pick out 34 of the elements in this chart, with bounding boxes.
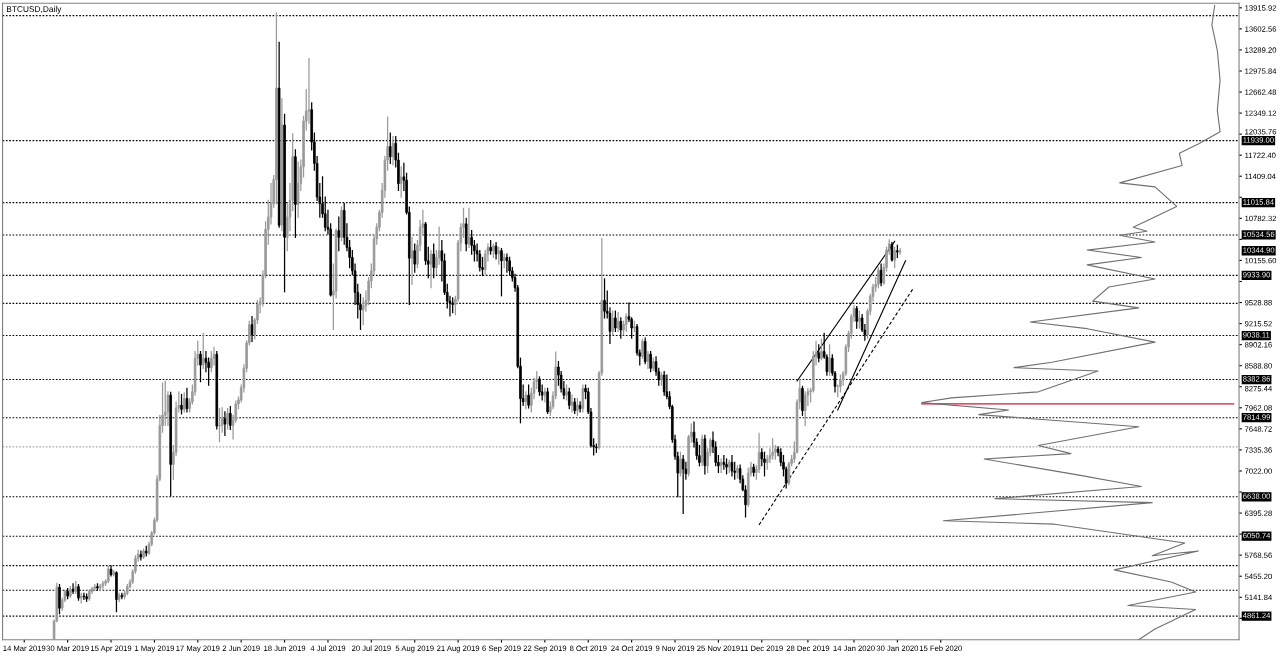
candlestick [275, 12, 278, 205]
candlestick [877, 266, 880, 289]
candlestick [565, 384, 568, 401]
candlestick [142, 548, 145, 560]
candlestick [839, 374, 842, 393]
candlestick [660, 372, 663, 386]
candlestick [399, 166, 403, 198]
chart-title: BTCUSD,Daily [6, 5, 62, 14]
candlestick [340, 206, 343, 242]
candlestick [337, 216, 341, 252]
candlestick [898, 248, 902, 255]
candlestick [662, 371, 666, 396]
candlestick [736, 465, 739, 479]
candlestick [218, 407, 221, 443]
candlestick [527, 384, 530, 409]
candlestick [120, 592, 124, 600]
candlestick [719, 458, 723, 474]
candlestick [543, 387, 547, 403]
candlestick [296, 161, 300, 218]
line-series [921, 4, 1221, 640]
candlestick [614, 310, 617, 332]
candlestick [567, 387, 571, 410]
candlestick [139, 550, 143, 561]
candlestick [828, 344, 831, 376]
candlestick [595, 443, 598, 453]
candlestick [679, 451, 682, 477]
candlestick [210, 350, 213, 373]
candlestick [180, 393, 183, 415]
candlestick [643, 337, 647, 365]
candlestick [603, 278, 606, 319]
candlestick [803, 391, 807, 427]
candlestick [641, 338, 644, 359]
candlestick [858, 310, 861, 329]
candlestick [581, 384, 585, 413]
